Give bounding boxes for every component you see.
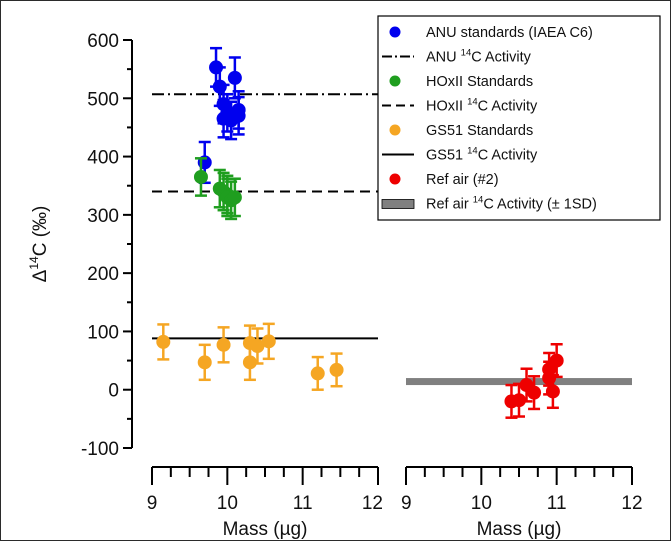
point-marker — [512, 393, 526, 408]
y-tick-label-6: 500 — [87, 89, 119, 110]
y-tick-label-4: 300 — [87, 206, 119, 227]
ref-band-3 — [406, 378, 632, 386]
legend-label-part: C Activity — [471, 50, 531, 66]
legend-label-part: GS51 — [426, 148, 467, 164]
legend-label-sup: 14 — [473, 195, 484, 206]
point-marker — [310, 366, 325, 381]
data-point-3-6 — [545, 373, 560, 410]
y-tick-label-1: 0 — [108, 381, 119, 402]
point-marker — [227, 190, 242, 205]
legend-label-part: Ref air — [426, 197, 473, 213]
legend-label: HOxII 14C Activity — [426, 97, 538, 115]
data-point-2-4 — [242, 343, 257, 382]
point-marker — [156, 334, 171, 349]
legend: ANU standards (IAEA C6)ANU 14C ActivityH… — [377, 15, 661, 221]
legend-label-part: C Activity (± 1SD) — [483, 197, 597, 213]
legend-label-part: HOxII — [426, 99, 467, 115]
y-tick-label-5: 400 — [87, 148, 119, 169]
data-point-3-1 — [512, 382, 526, 418]
x-tick-label-1-1: 10 — [471, 493, 492, 514]
legend-label-sup: 14 — [461, 48, 472, 59]
data-point-2-0 — [156, 323, 171, 361]
data-point-2-7 — [310, 355, 325, 391]
data-point-2-6 — [261, 322, 276, 361]
x-tick-label-0-3: 12 — [362, 493, 383, 514]
legend-entry-7: Ref air 14C Activity (± 1SD) — [381, 195, 597, 213]
legend-marker — [389, 26, 401, 38]
legend-label: GS51 14C Activity — [426, 146, 538, 164]
y-title-rest: C (‰) — [30, 206, 51, 257]
data-point-0-9 — [231, 95, 246, 136]
point-marker — [261, 334, 276, 349]
y-tick-label-2: 100 — [87, 322, 119, 343]
legend-label: ANU 14C Activity — [426, 48, 532, 66]
data-point-2-1 — [197, 343, 212, 382]
point-marker — [242, 355, 257, 370]
data-point-2-8 — [329, 352, 344, 388]
y-title-delta: Δ — [30, 269, 51, 282]
point-marker — [231, 108, 246, 123]
y-axis-title: Δ14C (‰) — [27, 206, 51, 283]
point-marker — [329, 362, 344, 377]
legend-label: Ref air (#2) — [426, 172, 499, 188]
point-marker — [250, 339, 265, 353]
legend-label: HOxII Standards — [426, 74, 533, 90]
y-tick-label-0: -100 — [81, 439, 119, 460]
legend-band-swatch — [381, 199, 415, 209]
x-tick-label-1-0: 9 — [401, 493, 412, 514]
x-tick-label-1-2: 11 — [547, 493, 567, 514]
point-marker — [227, 70, 242, 85]
point-marker — [549, 353, 564, 368]
data-point-2-5 — [250, 327, 265, 365]
legend-entry-4: GS51 Standards — [389, 123, 533, 139]
legend-entry-5: GS51 14C Activity — [382, 146, 538, 164]
x-tick-label-0-0: 9 — [147, 493, 158, 514]
legend-label-part: C Activity — [478, 148, 538, 164]
x-tick-label-0-1: 10 — [217, 493, 238, 514]
legend-entry-3: HOxII 14C Activity — [382, 97, 538, 115]
data-point-3-7 — [549, 343, 564, 379]
data-point-1-0 — [193, 157, 208, 197]
legend-box — [377, 15, 661, 221]
legend-label: ANU standards (IAEA C6) — [426, 25, 593, 41]
legend-label-part: ANU — [426, 50, 461, 66]
legend-entry-6: Ref air (#2) — [389, 172, 499, 188]
point-marker — [545, 384, 560, 399]
y-tick-label-7: 600 — [87, 31, 119, 52]
legend-label: GS51 Standards — [426, 123, 533, 139]
y-tick-label-3: 200 — [87, 264, 119, 285]
legend-label: Ref air 14C Activity (± 1SD) — [426, 195, 597, 213]
x-axis-title-0: Mass (µg) — [223, 519, 308, 540]
legend-label-sup: 14 — [467, 97, 478, 108]
point-marker — [193, 169, 208, 184]
x-tick-label-1-3: 12 — [621, 493, 642, 514]
point-marker — [197, 355, 212, 370]
legend-marker — [389, 75, 401, 87]
legend-entry-2: HOxII Standards — [389, 74, 533, 90]
data-point-0-6 — [224, 100, 239, 141]
data-marks-layer — [156, 46, 564, 419]
legend-entry-0: ANU standards (IAEA C6) — [389, 25, 593, 41]
legend-entry-1: ANU 14C Activity — [382, 48, 532, 66]
x-tick-label-0-2: 11 — [293, 493, 313, 514]
point-marker — [216, 337, 231, 352]
y-title-sup: 14 — [27, 256, 41, 270]
data-point-2-2 — [216, 326, 231, 364]
point-marker — [527, 385, 542, 400]
data-point-1-6 — [227, 177, 242, 218]
legend-marker — [389, 173, 401, 185]
legend-marker — [389, 124, 401, 136]
data-point-3-3 — [527, 375, 542, 411]
x-axis-title-1: Mass (µg) — [477, 519, 562, 540]
legend-label-part: C Activity — [478, 99, 538, 115]
legend-label-sup: 14 — [467, 146, 478, 157]
